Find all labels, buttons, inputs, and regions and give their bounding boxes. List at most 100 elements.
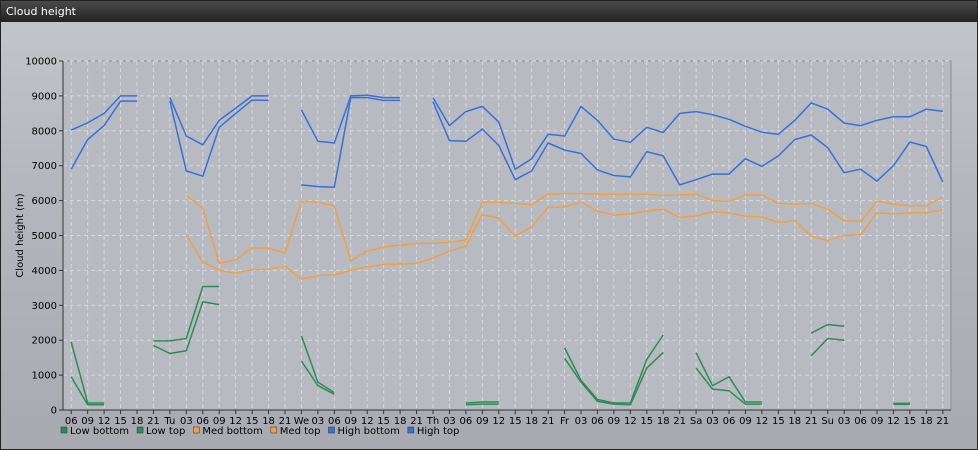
x-tick-label: 18 xyxy=(920,416,933,427)
legend-label: High bottom xyxy=(338,426,400,437)
x-tick-label: 21 xyxy=(410,416,423,427)
x-tick-label: 12 xyxy=(229,416,242,427)
x-tick-label: 15 xyxy=(904,416,917,427)
legend-swatch xyxy=(193,426,200,434)
x-tick-label: 06 xyxy=(196,416,209,427)
legend-label: Low bottom xyxy=(70,426,129,437)
y-tick-label: 2000 xyxy=(32,336,57,347)
legend-label: High top xyxy=(417,426,460,437)
x-tick-label: 06 xyxy=(328,416,341,427)
series-line-high-top xyxy=(169,95,269,146)
series-line-high-bottom xyxy=(70,100,137,170)
series-line-low-top xyxy=(810,323,845,334)
x-tick-label: 21 xyxy=(542,416,555,427)
x-tick-label: 18 xyxy=(525,416,538,427)
x-tick-label: 03 xyxy=(180,416,193,427)
y-tick-label: 1000 xyxy=(32,371,57,382)
x-tick-label: 15 xyxy=(377,416,390,427)
x-tick-label: 06 xyxy=(723,416,736,427)
x-tick-label: Sa xyxy=(690,416,702,427)
x-tick-label: 06 xyxy=(65,416,78,427)
x-tick-label: 06 xyxy=(460,416,473,427)
y-tick-label: 8000 xyxy=(32,126,57,137)
x-tick-label: 03 xyxy=(838,416,851,427)
series-line-low-bottom xyxy=(300,360,335,395)
legend-swatch xyxy=(136,426,144,434)
x-tick-label: 15 xyxy=(772,416,785,427)
y-tick-label: 0 xyxy=(51,406,57,417)
x-tick-label: 09 xyxy=(739,416,752,427)
x-tick-label: Fr xyxy=(560,416,570,427)
y-tick-label: 3000 xyxy=(32,301,57,312)
series-line-low-top xyxy=(563,334,664,404)
series-line-med-bottom xyxy=(185,201,943,280)
x-tick-label: 09 xyxy=(608,416,621,427)
x-tick-label: 09 xyxy=(81,416,94,427)
x-tick-label: 06 xyxy=(854,416,867,427)
y-axis-label: Cloud height (m) xyxy=(15,193,26,277)
cloud-height-chart: 0 1000 2000 3000 4000 5000 6000 7000 8000 9000 100… xyxy=(15,57,952,437)
series-line-high-top xyxy=(432,97,943,170)
x-tick-label: 12 xyxy=(887,416,900,427)
legend-swatch xyxy=(328,426,335,434)
series-line-high-top xyxy=(70,95,137,131)
y-tick-label: 7000 xyxy=(32,161,57,172)
x-tick-label: Th xyxy=(426,416,439,427)
x-tick-label: 15 xyxy=(246,416,259,427)
x-tick-label: Su xyxy=(821,416,834,427)
series-line-med-top xyxy=(185,192,944,265)
y-tick-label: 9000 xyxy=(32,91,57,102)
x-tick-label: Tu xyxy=(163,416,175,427)
series-line-low-top xyxy=(465,401,499,404)
series-line-low-bottom xyxy=(70,376,105,406)
y-tick-label: 5000 xyxy=(32,231,57,242)
x-tick-label: 03 xyxy=(443,416,456,427)
x-tick-label: 03 xyxy=(575,416,588,427)
x-tick-label: 09 xyxy=(344,416,357,427)
x-tick-label: 21 xyxy=(279,416,292,427)
series-line-high-top xyxy=(300,94,401,144)
x-tick-label: 12 xyxy=(624,416,637,427)
series-line-low-bottom xyxy=(153,301,220,355)
x-tick-label: 21 xyxy=(936,416,949,427)
x-tick-label: 12 xyxy=(756,416,769,427)
x-tick-label: 09 xyxy=(213,416,226,427)
series-line-low-bottom xyxy=(563,351,664,406)
x-tick-label: 21 xyxy=(673,416,686,427)
x-tick-label: 12 xyxy=(361,416,374,427)
x-tick-label: 21 xyxy=(805,416,818,427)
y-tick-label: 10000 xyxy=(25,57,57,68)
series-line-low-top xyxy=(695,352,762,403)
x-tick-label: 18 xyxy=(657,416,670,427)
x-tick-label: 15 xyxy=(640,416,653,427)
x-tick-label: 06 xyxy=(591,416,604,427)
x-tick-label: 03 xyxy=(312,416,325,427)
series-line-low-top xyxy=(153,285,220,342)
x-tick-label: 18 xyxy=(131,416,144,427)
x-tick-label: 09 xyxy=(871,416,884,427)
legend-swatch xyxy=(407,426,415,434)
window-title: Cloud height xyxy=(1,1,977,22)
x-tick-label: 12 xyxy=(492,416,505,427)
legend-swatch xyxy=(60,426,68,434)
series-line-low-bottom xyxy=(810,337,845,357)
series-line-low-bottom xyxy=(695,367,762,405)
y-tick-label: 4000 xyxy=(32,266,57,277)
x-tick-label: 18 xyxy=(262,416,275,427)
series-line-high-bottom xyxy=(169,99,269,177)
x-tick-label: 15 xyxy=(114,416,127,427)
x-tick-label: 12 xyxy=(98,416,111,427)
x-tick-label: 18 xyxy=(394,416,407,427)
y-tick-label: 6000 xyxy=(32,196,57,207)
x-tick-label: 03 xyxy=(706,416,719,427)
legend-label: Med top xyxy=(280,426,321,437)
legend-label: Low top xyxy=(146,426,185,437)
series-line-high-bottom xyxy=(432,101,944,186)
x-tick-label: 15 xyxy=(509,416,522,427)
x-tick-label: We xyxy=(294,416,309,427)
series-line-low-top xyxy=(300,335,335,394)
x-tick-label: 09 xyxy=(476,416,489,427)
series-line-low-bottom xyxy=(465,403,499,406)
series-line-low-top xyxy=(70,341,105,404)
